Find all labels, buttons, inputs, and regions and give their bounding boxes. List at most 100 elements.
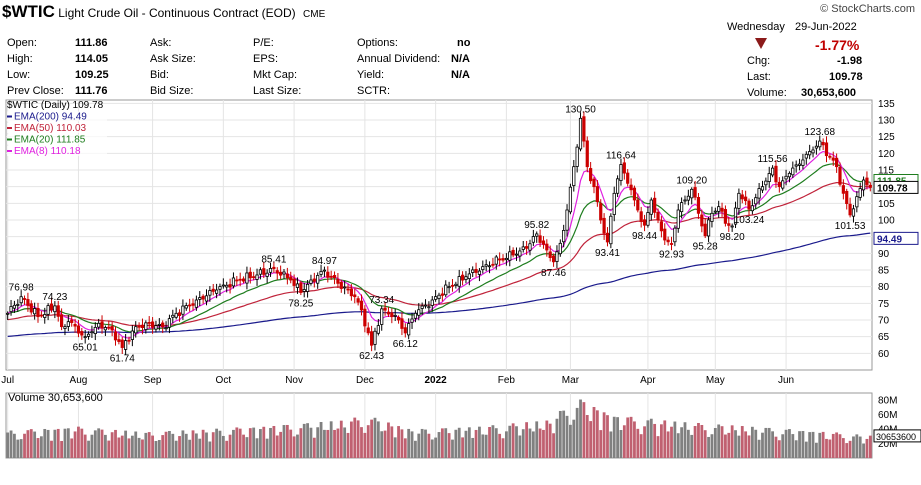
candle xyxy=(447,281,451,294)
volume-bar xyxy=(97,428,101,458)
volume-bar xyxy=(205,432,208,458)
volume-bar xyxy=(592,407,596,458)
legend-entry: EMA(200) 94.49 xyxy=(7,111,107,123)
volume-bar xyxy=(777,440,781,458)
candle xyxy=(363,305,367,333)
volume-bar xyxy=(343,427,347,458)
volume-panel: Volume 30,653,60020M40M60M80M30653600 xyxy=(6,392,921,458)
volume-bar xyxy=(366,425,370,458)
volume-bar xyxy=(353,417,357,458)
volume-bar xyxy=(740,426,744,458)
price-annotation: 103.24 xyxy=(734,215,765,226)
volume-bar xyxy=(528,428,532,458)
candle xyxy=(124,333,128,355)
candle xyxy=(80,327,84,340)
eps-label: EPS: xyxy=(253,53,279,65)
volume-bar xyxy=(659,424,663,458)
candle xyxy=(457,269,461,293)
yield-label: Yield: xyxy=(357,69,385,81)
volume-bar xyxy=(444,428,448,458)
volume-bar xyxy=(676,433,680,458)
prev-close-label: Prev Close: xyxy=(7,85,64,97)
candle xyxy=(56,300,60,322)
volume-bar xyxy=(727,432,731,458)
chg-value: -1.98 xyxy=(837,55,863,67)
candle xyxy=(150,317,155,334)
candle xyxy=(319,264,323,278)
volume-bar xyxy=(821,431,825,458)
svg-text:EMA(200) 94.49: EMA(200) 94.49 xyxy=(14,112,87,123)
candle xyxy=(770,165,775,178)
volume-bar xyxy=(70,438,74,458)
price-annotation: 93.41 xyxy=(595,248,620,259)
candle xyxy=(9,299,13,316)
candle xyxy=(134,321,138,338)
volume-bar xyxy=(363,432,367,458)
candle xyxy=(403,323,407,338)
candle xyxy=(673,225,677,247)
volume-bar xyxy=(518,435,522,458)
candle xyxy=(370,325,374,352)
annual-dividend-value: N/A xyxy=(451,53,470,65)
candle xyxy=(427,301,431,313)
candle xyxy=(801,153,805,170)
volume-bar xyxy=(66,428,70,458)
volume-bar xyxy=(430,439,434,458)
candle xyxy=(43,307,47,324)
volume-tick-label: 20M xyxy=(878,439,897,450)
options-label: Options: xyxy=(357,37,398,49)
candle xyxy=(626,169,630,187)
candle xyxy=(241,276,246,284)
candle xyxy=(646,206,650,228)
candle xyxy=(53,301,57,319)
volume-bar xyxy=(538,428,542,458)
price-annotation: 78.25 xyxy=(288,299,313,310)
volume-bar xyxy=(804,441,808,458)
volume-bar xyxy=(164,431,168,458)
brand-logo[interactable]: © StockCharts.com xyxy=(820,3,915,15)
price-annotation: 62.43 xyxy=(359,351,384,362)
price-annotation: 130.50 xyxy=(565,104,596,115)
candle xyxy=(562,224,566,248)
candle xyxy=(16,299,20,312)
candle xyxy=(450,278,455,292)
volume-bar xyxy=(498,433,502,458)
candle xyxy=(22,295,27,305)
candle xyxy=(444,280,448,298)
candle xyxy=(784,169,788,186)
candle xyxy=(110,322,114,337)
volume-bar xyxy=(130,435,134,458)
candle xyxy=(828,153,832,160)
down-arrow-icon xyxy=(755,38,767,49)
candle xyxy=(703,218,707,239)
candle xyxy=(835,153,839,173)
volume-bar xyxy=(639,434,643,458)
volume-bar xyxy=(23,433,26,458)
volume-bar xyxy=(77,426,80,458)
volume-bar xyxy=(296,434,299,458)
volume-bar xyxy=(279,431,283,458)
svg-text:30653600: 30653600 xyxy=(876,432,916,442)
volume-bar xyxy=(36,438,40,458)
candle xyxy=(198,291,202,306)
volume-legend: Volume 30,653,600 xyxy=(8,392,103,404)
candle xyxy=(390,308,394,324)
volume-bar xyxy=(171,433,175,458)
candle xyxy=(656,208,660,224)
volume-bar xyxy=(107,440,111,458)
candle xyxy=(541,236,546,249)
candle xyxy=(821,138,825,150)
candle xyxy=(420,302,424,316)
candle xyxy=(474,262,478,277)
volume-bar xyxy=(16,439,20,458)
volume-bar xyxy=(336,428,340,458)
candle xyxy=(663,223,667,246)
volume-bar xyxy=(582,402,586,458)
volume-label: Volume: xyxy=(747,87,787,99)
candle xyxy=(777,177,781,193)
volume-bar xyxy=(575,407,579,458)
x-tick-label: Dec xyxy=(356,375,374,386)
candle xyxy=(639,206,643,228)
candle xyxy=(693,181,697,201)
